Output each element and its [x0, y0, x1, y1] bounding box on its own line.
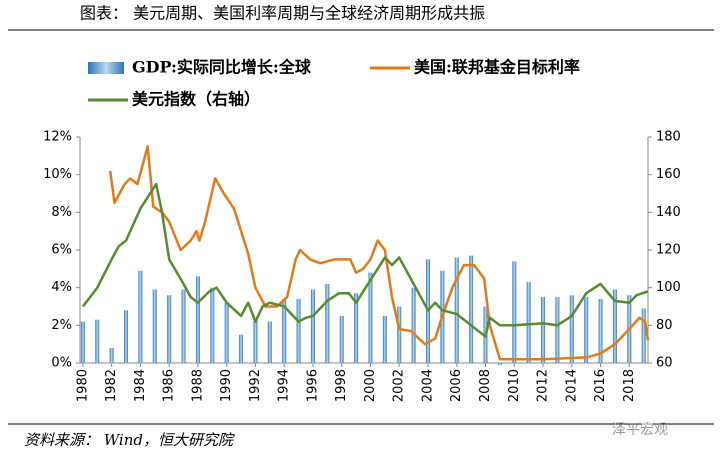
y2-tick-label: 140: [656, 205, 681, 220]
legend-swatch: [88, 62, 124, 74]
chart-title: 图表： 美元周期、美国利率周期与全球经济周期形成共振: [80, 4, 485, 23]
source: 资料来源： Wind，恒大研究院: [24, 431, 235, 449]
bar: [497, 363, 502, 365]
x-tick-label: 2002: [392, 369, 407, 402]
bar: [339, 315, 344, 363]
x-tick-label: 2018: [622, 369, 637, 402]
bar: [109, 347, 114, 363]
bar: [210, 287, 215, 363]
y2-tick-label: 60: [656, 356, 673, 371]
bar: [310, 289, 315, 363]
bar: [152, 289, 157, 363]
x-tick-label: 1984: [133, 369, 148, 402]
y-tick-label: 12%: [43, 130, 72, 145]
bar: [296, 298, 301, 363]
y-tick-label: 6%: [51, 243, 72, 258]
y2-tick-label: 120: [656, 243, 681, 258]
x-tick-label: 2010: [507, 369, 522, 402]
y-tick-label: 0%: [51, 356, 72, 371]
watermark: 泽平宏观: [612, 422, 668, 438]
bar: [454, 257, 459, 363]
x-tick-label: 2000: [363, 369, 378, 402]
axis-frame: [79, 137, 649, 364]
line: [108, 145, 650, 361]
x-tick-label: 1994: [277, 369, 292, 402]
bar: [368, 272, 373, 363]
x-tick-label: 2016: [593, 369, 608, 402]
y-tick-label: 8%: [51, 205, 72, 220]
y2-tick-label: 180: [656, 130, 681, 145]
bar: [267, 321, 272, 363]
y-tick-label: 10%: [43, 167, 72, 182]
bar: [569, 295, 574, 363]
bar: [354, 293, 359, 363]
bar: [224, 302, 229, 363]
y-tick-label: 4%: [51, 280, 72, 295]
bar: [181, 289, 186, 363]
bar: [167, 295, 172, 363]
y2-tick-label: 80: [656, 318, 673, 333]
x-tick-label: 2004: [420, 369, 435, 402]
x-tick-label: 1982: [104, 369, 119, 402]
x-tick-label: 1986: [162, 369, 177, 402]
legend-label: GDP:实际同比增长:全球: [132, 58, 312, 77]
bar: [124, 310, 129, 363]
bar: [80, 321, 85, 363]
x-tick-label: 2014: [564, 369, 579, 402]
x-tick-label: 1990: [219, 369, 234, 402]
y2-tick-label: 100: [656, 280, 681, 295]
bar: [555, 297, 560, 363]
bar: [641, 308, 646, 363]
y2-tick-label: 160: [656, 167, 681, 182]
bar: [584, 297, 589, 363]
bar: [598, 298, 603, 363]
x-tick-label: 2012: [536, 369, 551, 402]
bar: [325, 283, 330, 363]
bar: [469, 255, 474, 363]
x-tick-label: 2006: [449, 369, 464, 402]
bar: [411, 287, 416, 363]
x-tick-label: 1998: [334, 369, 349, 402]
bar: [239, 334, 244, 363]
bar: [526, 282, 531, 363]
bar: [282, 298, 287, 363]
bar: [541, 297, 546, 363]
y-tick-label: 2%: [51, 318, 72, 333]
x-tick-label: 1992: [248, 369, 263, 402]
legend-label: 美国:联邦基金目标利率: [414, 58, 580, 77]
x-tick-label: 1980: [75, 369, 90, 402]
legend-label: 美元指数（右轴）: [132, 90, 260, 109]
bar: [397, 306, 402, 363]
x-tick-label: 1996: [305, 369, 320, 402]
x-tick-label: 1988: [190, 369, 205, 402]
x-tick-label: 2008: [478, 369, 493, 402]
bar: [95, 319, 100, 363]
bar: [612, 289, 617, 363]
bar: [138, 270, 143, 363]
line: [81, 182, 649, 338]
bar: [253, 319, 258, 363]
bar: [382, 315, 387, 363]
bar: [195, 276, 200, 363]
bar: [512, 261, 517, 363]
